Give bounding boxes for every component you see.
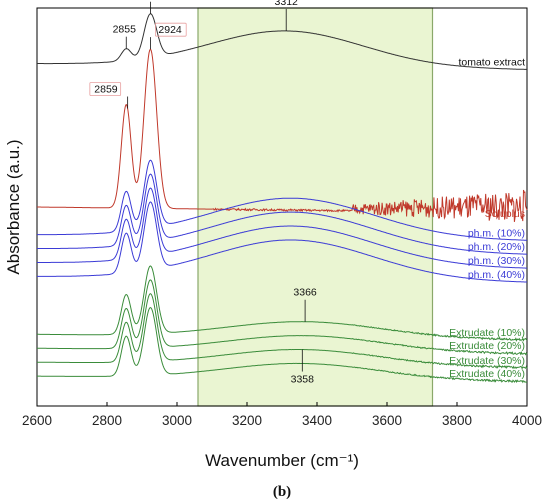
series-line-0 [37,13,527,70]
x-tick-label-4: 3400 [302,413,332,428]
series-line-2 [37,159,528,241]
x-tick-label-7: 4000 [512,413,542,428]
series-line-9 [37,307,527,384]
annotation-box-3 [154,22,187,37]
series-line-1 [37,48,528,222]
x-tick-label-3: 3200 [232,413,262,428]
annotation-layer: 2924 2855 3312 2924 2859 3366 3358 [89,0,317,386]
annotation-text-5: 3366 [293,287,317,299]
annotation-text-6: 3358 [291,374,315,386]
annotation-text-3: 2924 [158,24,182,36]
annotation-box-4 [89,82,122,96]
series-label-7: Extrudate (20%) [449,340,525,352]
panel-label: (b) [273,484,291,500]
annotation-text-4: 2859 [94,84,118,96]
series-label-5: ph.m. (40%) [468,269,525,281]
y-axis-title: Absorbance (a.u.) [4,139,23,274]
series-line-4 [37,187,527,269]
series-line-8 [37,293,528,370]
series-line-6 [37,265,528,342]
series-label-3: ph.m. (20%) [468,241,525,253]
series-label-0: tomato extract [458,56,525,68]
annotation-text-1: 2855 [113,24,137,36]
series-layer [37,13,528,384]
series-label-layer: tomato extract Soluplus ph.m. (10%) ph.m. (… [449,56,525,380]
x-tick-label-6: 3800 [442,413,472,428]
series-label-9: Extrudate (40%) [449,368,525,380]
series-label-1: Soluplus [485,208,525,220]
x-tick-label-2: 3000 [162,413,192,428]
x-tick-label-1: 2800 [92,413,122,428]
series-label-6: Extrudate (10%) [449,327,525,339]
series-label-8: Extrudate (30%) [449,355,525,367]
annotation-text-2: 3312 [275,0,299,8]
x-axis-title: Wavenumber (cm⁻¹) [205,451,359,470]
series-label-4: ph.m. (30%) [468,255,525,267]
series-line-5 [37,201,527,283]
series-line-3 [37,173,527,255]
x-tick-label-5: 3600 [372,413,402,428]
series-line-7 [37,279,528,356]
series-label-2: ph.m. (10%) [468,227,525,239]
x-tick-label-0: 2600 [22,413,52,428]
x-tick-layer: 2600 2800 3000 3200 3400 3600 3800 4000 [22,402,542,428]
annotation-text-0: 2924 [139,0,163,1]
